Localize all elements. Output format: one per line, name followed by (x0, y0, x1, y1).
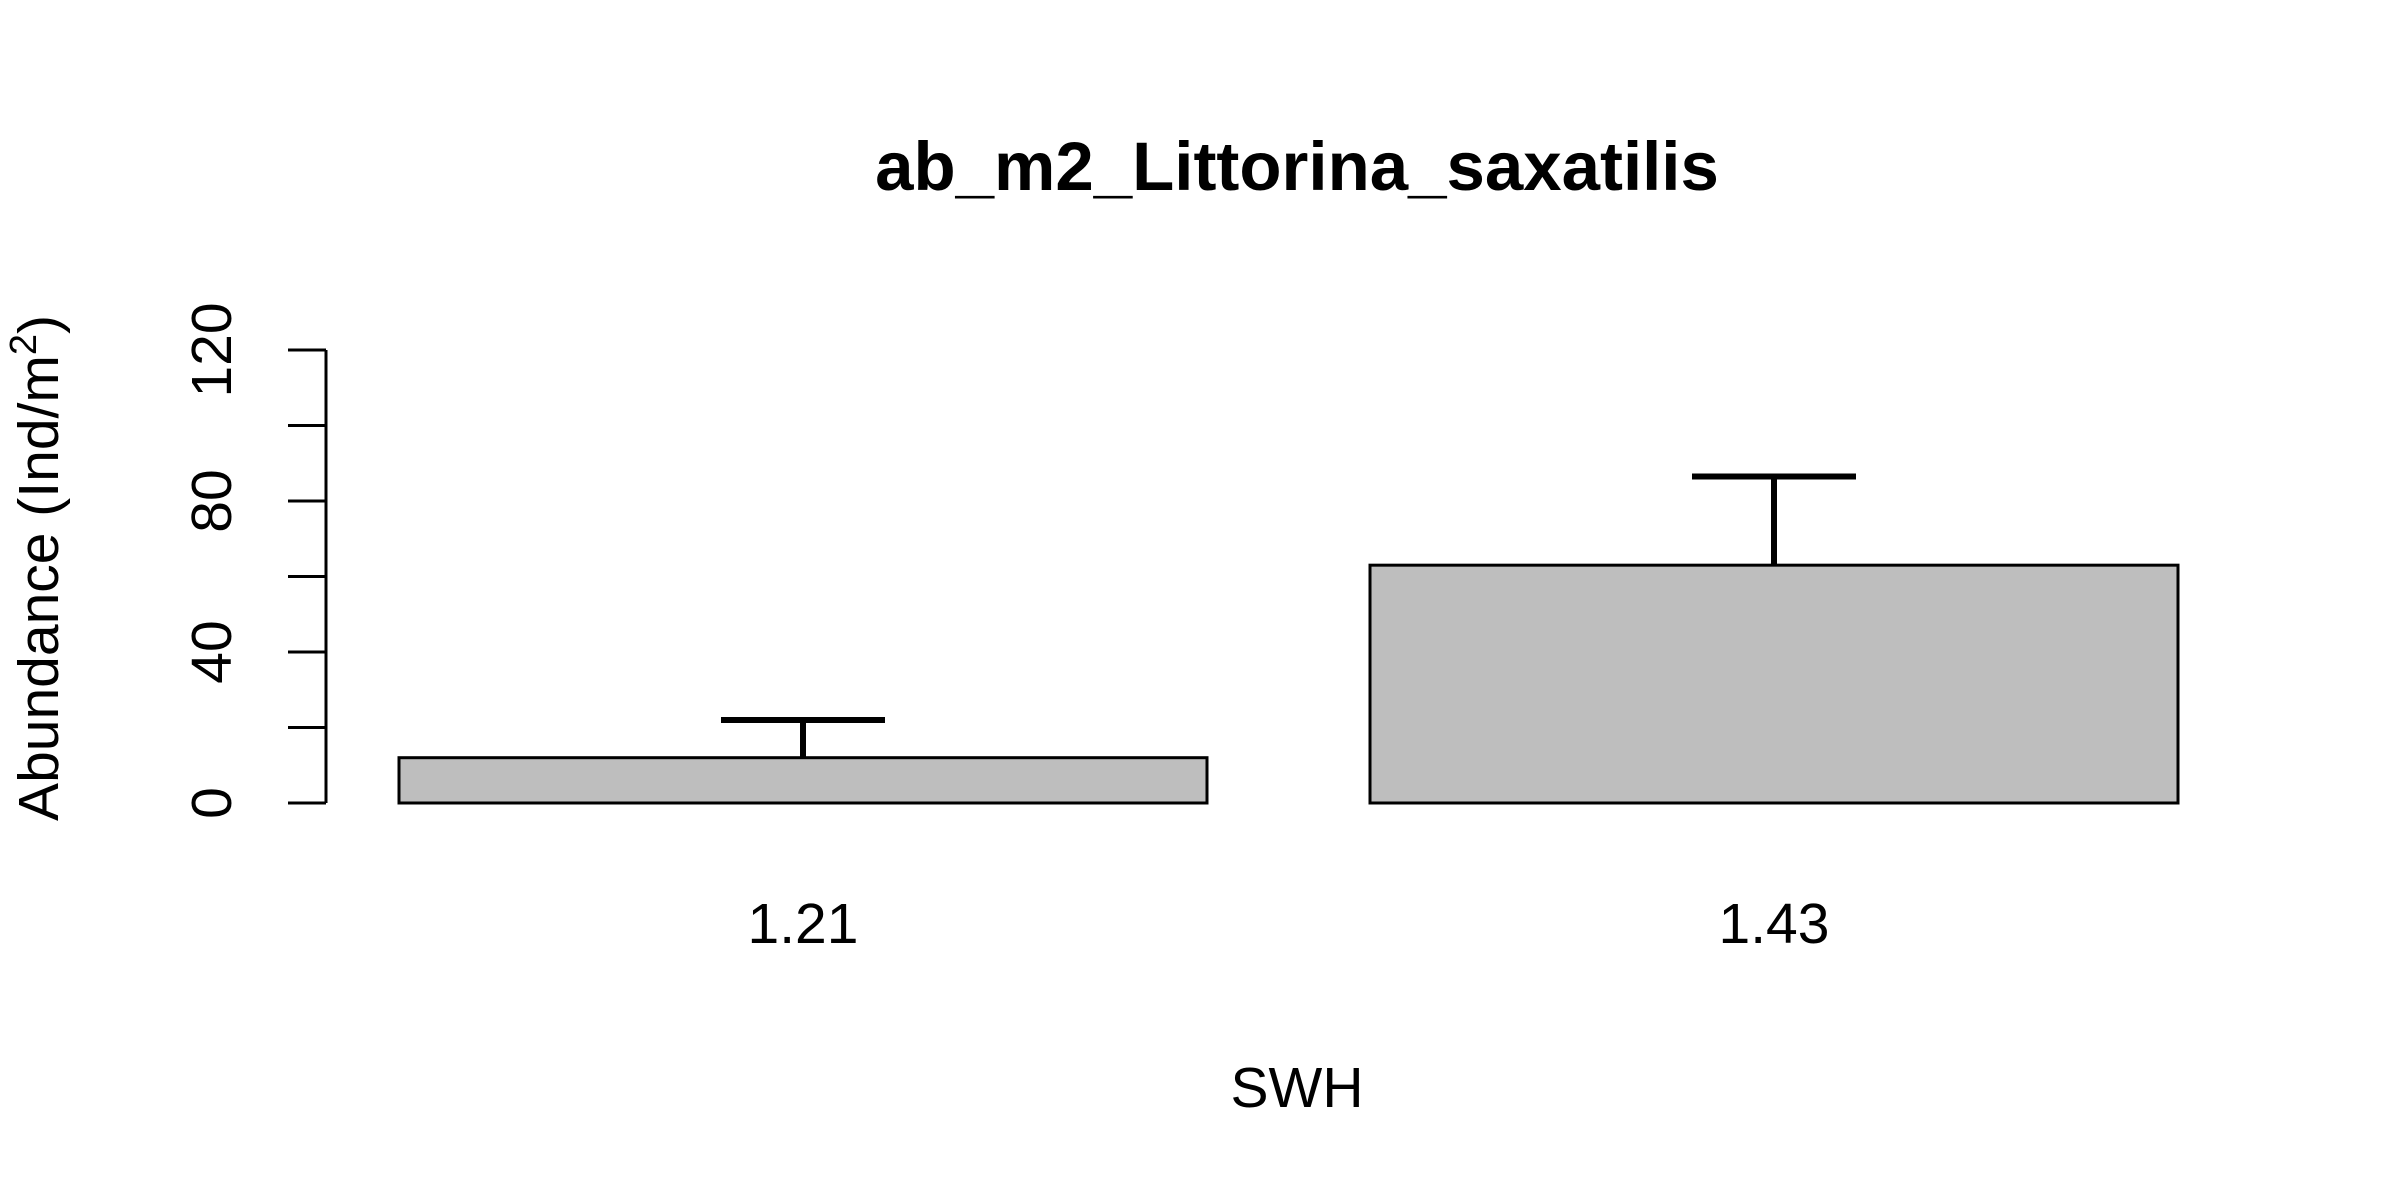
bar (397, 756, 1209, 805)
y-axis-label: Abundance (Ind/m2) (3, 315, 71, 821)
x-tick-label: 1.21 (748, 892, 859, 956)
bars (397, 473, 2180, 805)
chart-title: ab_m2_Littorina_saxatilis (875, 128, 1719, 205)
y-tick-label: 40 (180, 620, 244, 683)
y-tick-label: 0 (180, 787, 244, 819)
y-axis: 0 40 80 120 (180, 302, 328, 819)
y-tick-label: 120 (180, 302, 244, 397)
x-tick-label: 1.43 (1719, 892, 1830, 956)
y-tick-label: 80 (180, 469, 244, 532)
x-tick-labels: 1.21 1.43 (748, 892, 1830, 956)
y-axis-label-superscript: 2 (3, 334, 45, 355)
x-axis-label: SWH (1231, 1056, 1364, 1120)
y-axis-label-close: ) (7, 315, 71, 334)
y-axis-label-main: Abundance (Ind/m (7, 355, 71, 821)
bar (1368, 563, 2180, 805)
